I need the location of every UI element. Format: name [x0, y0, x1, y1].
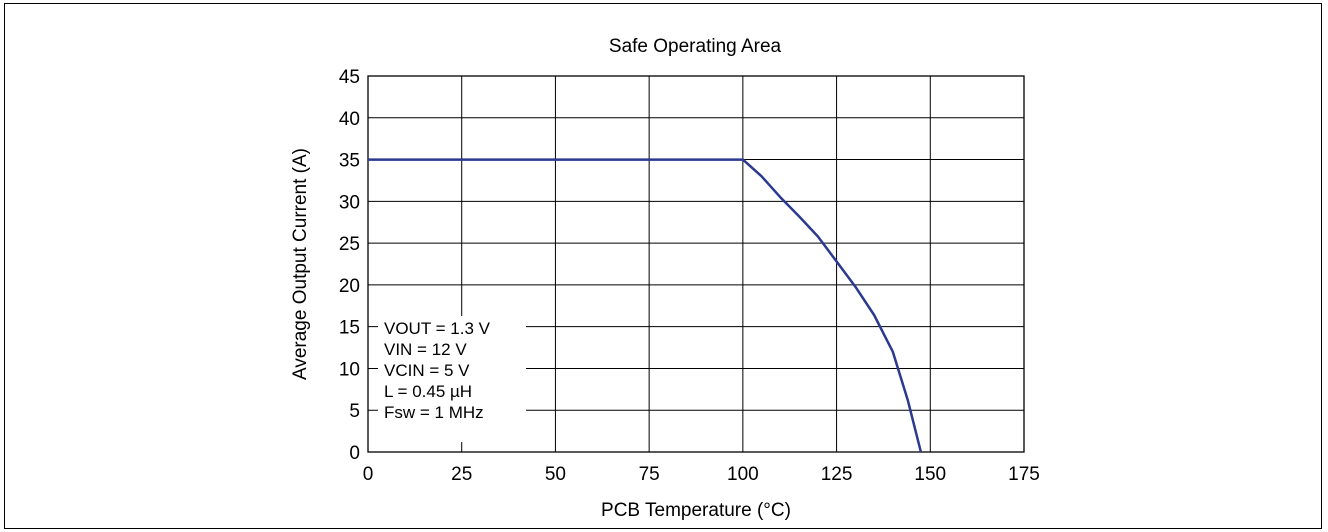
- y-tick-label: 20: [339, 276, 360, 297]
- y-tick-label: 0: [349, 443, 360, 464]
- y-tick-label: 40: [339, 109, 360, 130]
- x-tick-label: 0: [363, 464, 374, 485]
- series-line: [368, 158, 923, 453]
- series-group: [368, 158, 923, 453]
- chart-frame: [4, 3, 1322, 529]
- chart-title: Safe Operating Area: [609, 36, 782, 57]
- conditions-annotation: VOUT = 1.3 V VIN = 12 V VCIN = 5 V L = 0.45…: [378, 316, 526, 442]
- y-tick-label: 15: [339, 318, 360, 339]
- x-tick-label: 50: [545, 464, 566, 485]
- annotation-line: VCIN = 5 V: [384, 361, 470, 380]
- y-tick-label: 30: [339, 192, 360, 213]
- y-tick-label: 45: [339, 67, 360, 88]
- x-axis-label: PCB Temperature (°C): [601, 500, 791, 521]
- y-axis-label: Average Output Current (A): [290, 148, 311, 380]
- y-tick-label: 10: [339, 359, 360, 380]
- annotation-background: [378, 316, 526, 442]
- x-tick-label: 25: [451, 464, 472, 485]
- x-tick-label: 150: [914, 464, 946, 485]
- annotation-line: Fsw = 1 MHz: [384, 403, 484, 422]
- y-tick-label: 5: [349, 401, 360, 422]
- x-tick-label: 175: [1008, 464, 1040, 485]
- annotation-line: VOUT = 1.3 V: [384, 319, 491, 338]
- plot-area: [367, 75, 1025, 453]
- y-tick-label: 35: [339, 151, 360, 172]
- annotation-line: VIN = 12 V: [384, 340, 467, 359]
- x-tick-label: 75: [639, 464, 660, 485]
- annotation-line: L = 0.45 µH: [384, 382, 472, 401]
- x-tick-label: 100: [727, 464, 759, 485]
- x-axis-ticks: 0 25 50 75 100 125 150 175: [363, 464, 1040, 485]
- y-axis-ticks: 0 5 10 15 20 25 30 35 40 45: [339, 67, 360, 464]
- x-tick-label: 125: [821, 464, 853, 485]
- y-tick-label: 25: [339, 234, 360, 255]
